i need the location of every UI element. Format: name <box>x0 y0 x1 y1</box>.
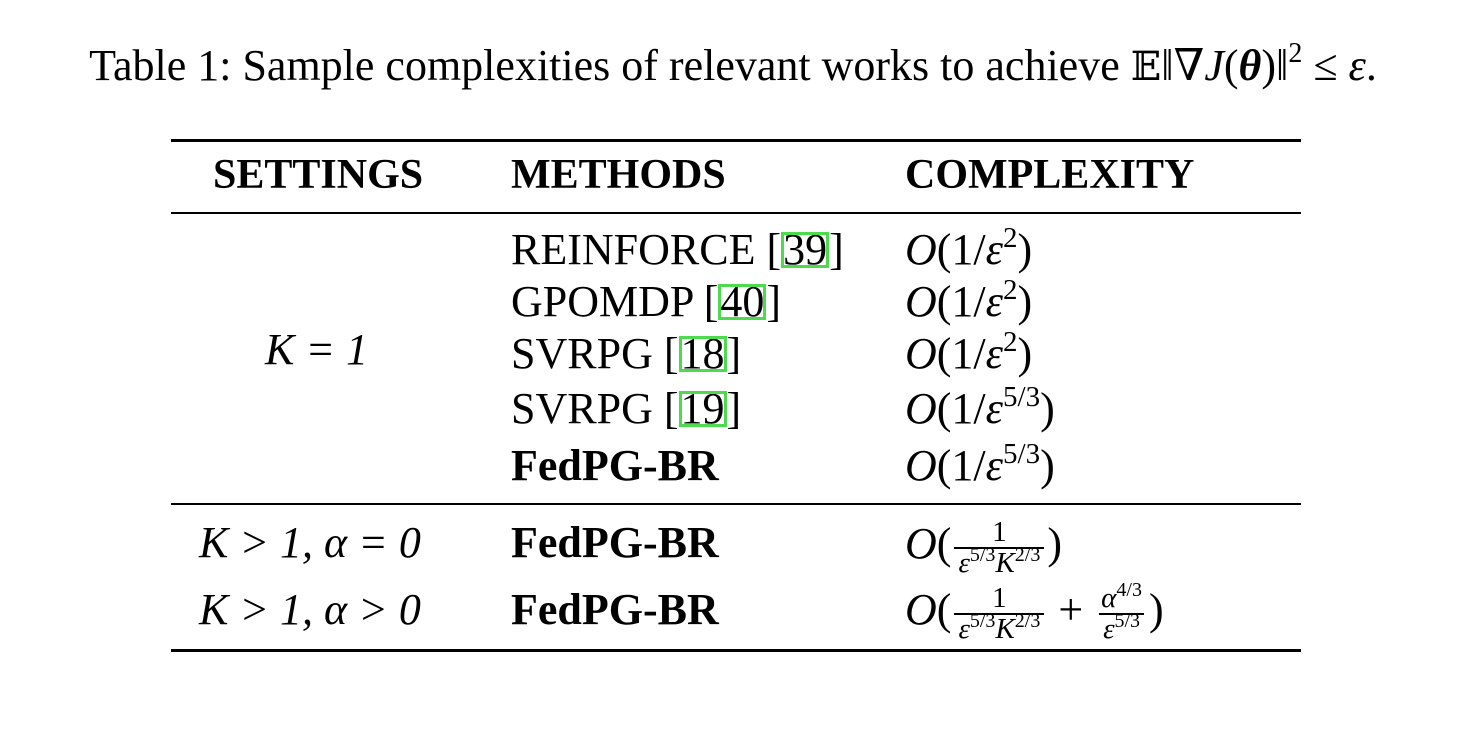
group-rule <box>171 503 1301 505</box>
complexity-value: O(1 ε5/3K2/3) <box>905 515 1062 579</box>
header-rule <box>171 212 1301 214</box>
setting-k-equals-1: K = 1 <box>265 325 369 374</box>
complexity-value: O(1/ε5/3) <box>905 438 1055 491</box>
method-svrpg: SVRPG [19] <box>511 384 742 433</box>
citation-link[interactable]: 40 <box>718 277 767 326</box>
citation-link[interactable]: 39 <box>781 225 830 274</box>
method-svrpg: SVRPG [18] <box>511 329 742 378</box>
top-rule <box>171 139 1301 142</box>
method-fedpg-br: FedPG-BR <box>511 441 719 490</box>
method-fedpg-br: FedPG-BR <box>511 585 719 634</box>
header-settings: SETTINGS <box>213 152 424 198</box>
method-fedpg-br: FedPG-BR <box>511 518 719 567</box>
setting-k-gt-1-alpha-0: K > 1, α = 0 <box>199 518 421 567</box>
header-complexity: COMPLEXITY <box>905 152 1195 198</box>
complexity-value: O(1 ε5/3K2/3 + α4/3 ε5/3) <box>905 578 1164 645</box>
setting-k-gt-1-alpha-pos: K > 1, α > 0 <box>199 585 421 634</box>
method-gpomdp: GPOMDP [40] <box>511 277 782 326</box>
citation-link[interactable]: 19 <box>678 384 727 433</box>
complexity-value: O(1/ε2) <box>905 326 1033 379</box>
bottom-rule <box>171 649 1301 652</box>
citation-link[interactable]: 18 <box>678 329 727 378</box>
complexity-value: O(1/ε2) <box>905 222 1033 275</box>
complexity-value: O(1/ε5/3) <box>905 381 1055 434</box>
complexity-value: O(1/ε2) <box>905 274 1033 327</box>
header-methods: METHODS <box>511 152 726 198</box>
table-caption: Table 1: Sample complexities of relevant… <box>89 38 1377 91</box>
method-reinforce: REINFORCE [39] <box>511 225 844 274</box>
